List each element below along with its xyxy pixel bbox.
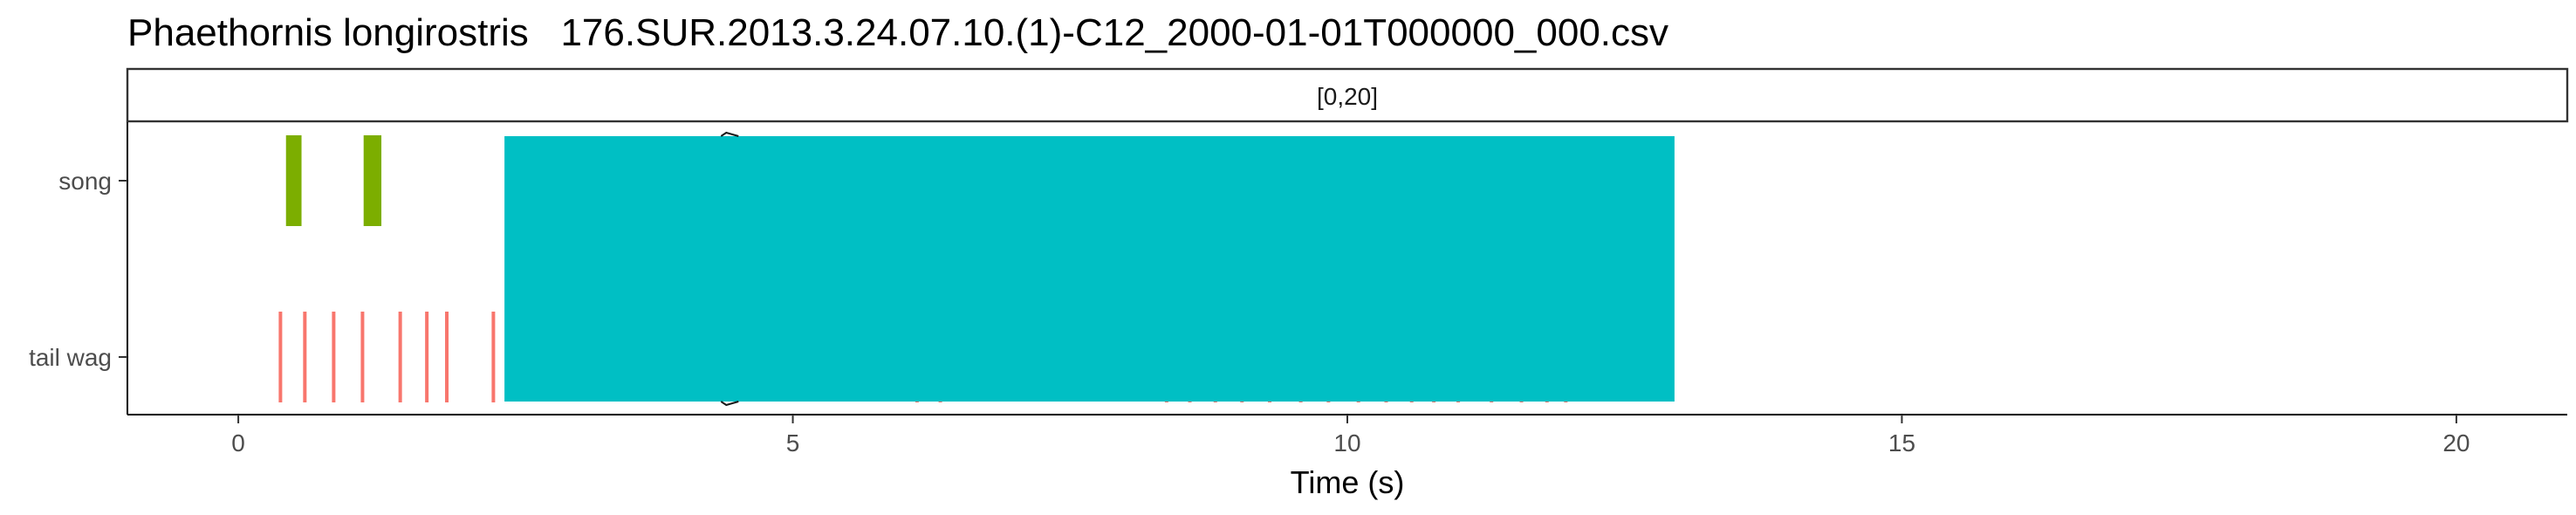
x-tick-label: 10 xyxy=(1333,429,1360,457)
y-tick-label: song xyxy=(58,168,112,195)
x-axis-title: Time (s) xyxy=(1291,464,1405,500)
chart-title: Phaethornis longirostris 176.SUR.2013.3.… xyxy=(127,11,1668,54)
x-tick-label: 20 xyxy=(2442,429,2470,457)
facet-strip-label: [0,20] xyxy=(1317,83,1378,110)
overlay-region xyxy=(504,136,1675,402)
x-axis-ticks: 0 5 10 15 20 xyxy=(231,415,2470,457)
song-event-bar xyxy=(363,135,382,226)
overlay-edge-mark-top xyxy=(720,131,739,137)
facet-strip xyxy=(126,67,2569,123)
y-axis-ticks: song tail wag xyxy=(29,168,127,371)
song-event-bar xyxy=(285,135,302,226)
x-tick-label: 0 xyxy=(231,429,245,457)
overlay-edge-mark-bottom xyxy=(720,401,739,407)
plot-panel xyxy=(278,131,1675,407)
x-tick-label: 5 xyxy=(786,429,800,457)
y-tick-label: tail wag xyxy=(29,344,112,371)
x-tick-label: 15 xyxy=(1888,429,1915,457)
